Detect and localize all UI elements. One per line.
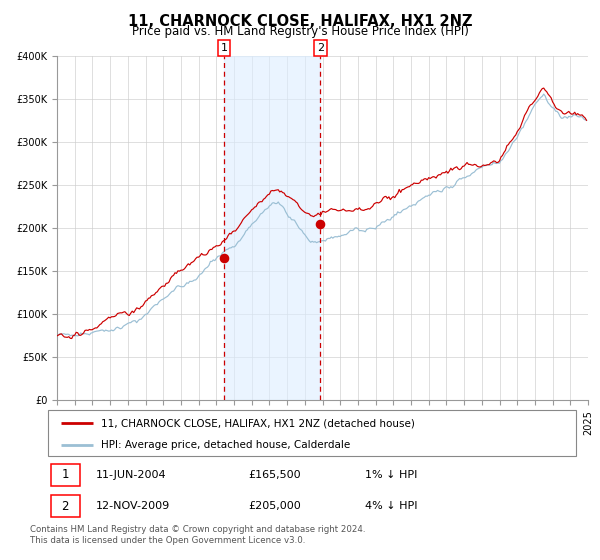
- FancyBboxPatch shape: [48, 410, 576, 456]
- Bar: [224, 56, 320, 400]
- Text: 11, CHARNOCK CLOSE, HALIFAX, HX1 2NZ: 11, CHARNOCK CLOSE, HALIFAX, HX1 2NZ: [128, 14, 472, 29]
- Point: [316, 220, 325, 228]
- FancyBboxPatch shape: [50, 464, 80, 486]
- Text: HPI: Average price, detached house, Calderdale: HPI: Average price, detached house, Cald…: [101, 440, 350, 450]
- Text: Contains HM Land Registry data © Crown copyright and database right 2024.
This d: Contains HM Land Registry data © Crown c…: [30, 525, 365, 545]
- Text: £165,500: £165,500: [248, 470, 301, 480]
- Text: 12-NOV-2009: 12-NOV-2009: [95, 501, 170, 511]
- Text: 1% ↓ HPI: 1% ↓ HPI: [365, 470, 417, 480]
- Text: 11, CHARNOCK CLOSE, HALIFAX, HX1 2NZ (detached house): 11, CHARNOCK CLOSE, HALIFAX, HX1 2NZ (de…: [101, 418, 415, 428]
- Text: 4% ↓ HPI: 4% ↓ HPI: [365, 501, 418, 511]
- Text: Price paid vs. HM Land Registry's House Price Index (HPI): Price paid vs. HM Land Registry's House …: [131, 25, 469, 38]
- Text: 1: 1: [221, 43, 227, 53]
- Point: [219, 254, 229, 263]
- Text: 2: 2: [61, 500, 69, 513]
- Text: 1: 1: [61, 468, 69, 482]
- FancyBboxPatch shape: [50, 496, 80, 517]
- Text: £205,000: £205,000: [248, 501, 301, 511]
- Text: 2: 2: [317, 43, 324, 53]
- Text: 11-JUN-2004: 11-JUN-2004: [95, 470, 166, 480]
